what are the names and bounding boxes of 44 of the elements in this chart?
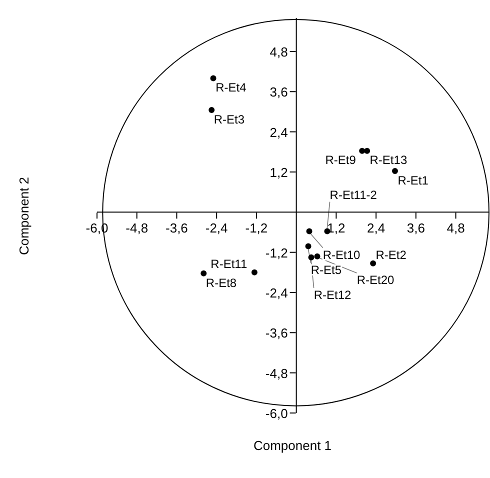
y-tick-label: -6,0 bbox=[265, 406, 288, 421]
x-tick-label: -1,2 bbox=[245, 220, 268, 236]
annotation: R-Et11 bbox=[210, 257, 248, 272]
point bbox=[314, 253, 320, 260]
x-tick-label: -3,6 bbox=[166, 220, 188, 236]
x-tick-label: 2,4 bbox=[367, 220, 386, 236]
annotation: R-Et10 bbox=[322, 248, 360, 262]
point bbox=[364, 148, 370, 154]
point bbox=[208, 107, 215, 114]
annotation: R-Et8 bbox=[206, 276, 237, 290]
point bbox=[305, 243, 312, 250]
annotation: R-Et2 bbox=[376, 248, 407, 262]
point bbox=[370, 260, 376, 266]
x-tick-label: -4,8 bbox=[126, 220, 148, 236]
y-tick-label: 3,6 bbox=[270, 84, 288, 100]
annotation: R-Et11-2 bbox=[330, 188, 378, 202]
point bbox=[308, 254, 314, 260]
annotation: R-Et1 bbox=[398, 173, 429, 188]
annotation: R-Et13 bbox=[370, 153, 408, 168]
y-tick-label: -4,8 bbox=[265, 366, 288, 381]
y-tick-label: -1,2 bbox=[265, 245, 288, 260]
y-tick-label: 4,8 bbox=[270, 44, 288, 60]
point bbox=[392, 168, 398, 174]
point bbox=[306, 228, 312, 234]
annotation: R-Et4 bbox=[216, 80, 247, 94]
x-axis-title: Component 1 bbox=[252, 438, 333, 453]
point bbox=[251, 269, 258, 276]
point bbox=[359, 148, 366, 154]
point bbox=[210, 75, 216, 82]
y-tick-label: 1,2 bbox=[270, 164, 288, 180]
y-tick-label: -3,6 bbox=[265, 326, 288, 341]
annotation: R-Et12 bbox=[314, 288, 352, 302]
annotation: R-Et9 bbox=[325, 153, 356, 168]
point bbox=[200, 270, 207, 276]
annotation: R-Et20 bbox=[356, 272, 394, 287]
annotation: R-Et3 bbox=[214, 112, 245, 126]
y-axis-title: Component 2 bbox=[16, 176, 32, 256]
y-tick-label: -2,4 bbox=[265, 285, 288, 300]
annotation: R-Et5 bbox=[310, 262, 342, 277]
x-tick-label: -2,4 bbox=[205, 220, 228, 236]
x-tick-label: 1,2 bbox=[327, 220, 346, 236]
x-tick-label: 4,8 bbox=[446, 220, 465, 236]
y-tick-label: 2,4 bbox=[270, 124, 288, 140]
x-tick-label: 3,6 bbox=[406, 220, 425, 236]
